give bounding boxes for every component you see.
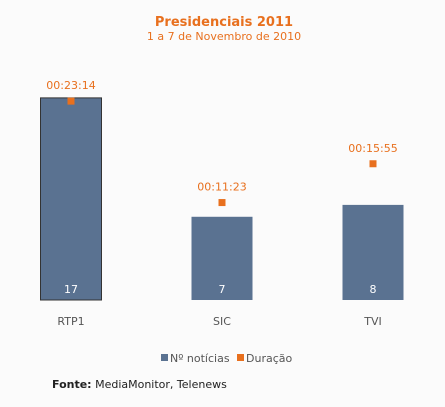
bar-sic bbox=[191, 216, 253, 300]
duration-label-rtp1: 00:23:14 bbox=[46, 79, 95, 92]
bar-tvi bbox=[342, 204, 404, 300]
bar-value-rtp1: 17 bbox=[64, 283, 78, 296]
legend-label-noticias: Nº notícias bbox=[170, 352, 230, 365]
chart-subtitle: 1 a 7 de Novembro de 2010 bbox=[147, 30, 301, 43]
category-label-sic: SIC bbox=[213, 315, 231, 328]
source-label: Fonte: bbox=[52, 378, 92, 391]
duration-label-tvi: 00:15:55 bbox=[348, 142, 397, 155]
legend: Nº notícias Duração bbox=[161, 352, 292, 365]
bar-rtp1 bbox=[40, 97, 102, 301]
duration-marker-rtp1 bbox=[67, 97, 75, 105]
category-label-rtp1: RTP1 bbox=[57, 315, 84, 328]
duration-marker-tvi bbox=[369, 160, 377, 168]
bar-value-tvi: 8 bbox=[370, 283, 377, 296]
duration-marker-sic bbox=[218, 199, 226, 207]
category-label-tvi: TVI bbox=[363, 315, 382, 328]
bar-value-sic: 7 bbox=[219, 283, 226, 296]
source-text: MediaMonitor, Telenews bbox=[91, 378, 227, 391]
bars-layer: 17 RTP1 00:23:14 7 SIC 00:11:23 8 TVI 00:15:55 bbox=[40, 79, 404, 328]
legend-swatch-noticias bbox=[161, 354, 168, 361]
legend-label-duracao: Duração bbox=[246, 352, 292, 365]
duration-label-sic: 00:11:23 bbox=[197, 181, 246, 194]
legend-swatch-duracao bbox=[237, 354, 244, 361]
chart-title: Presidenciais 2011 bbox=[155, 15, 293, 30]
source-note: Fonte: MediaMonitor, Telenews bbox=[52, 378, 227, 391]
